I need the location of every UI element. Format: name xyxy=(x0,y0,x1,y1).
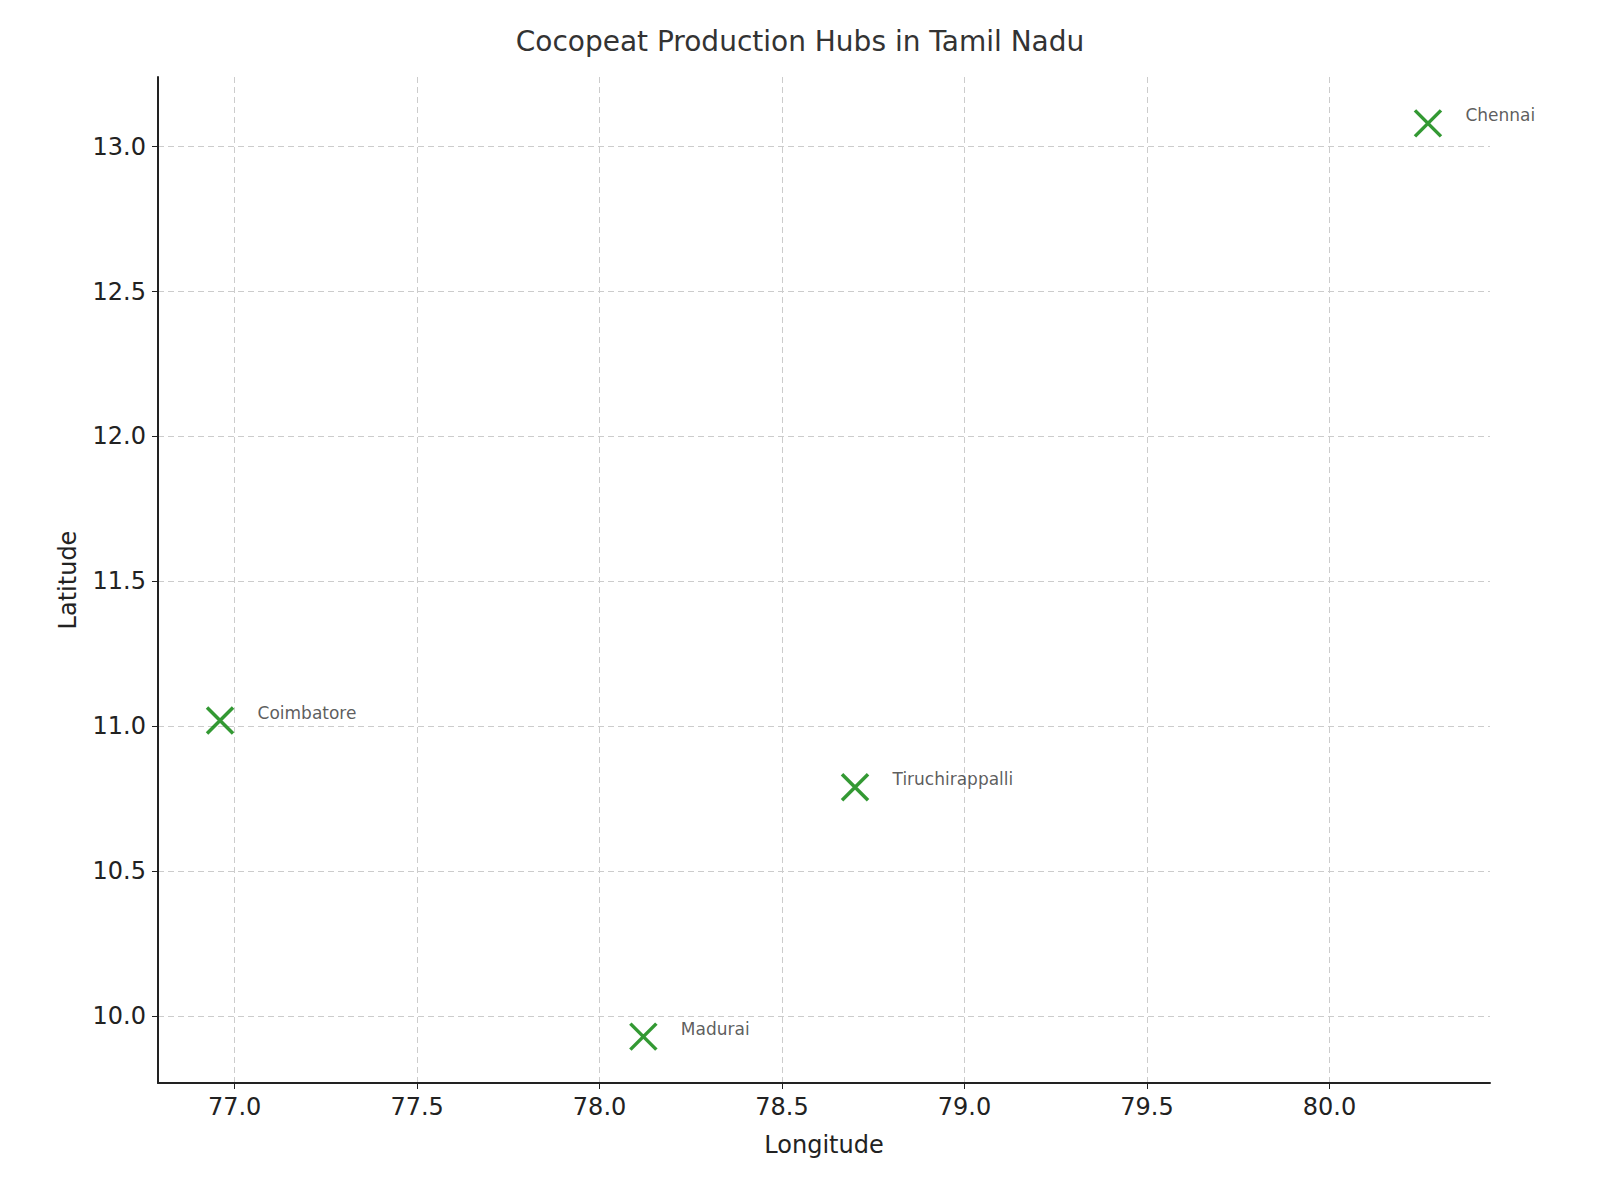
svg-text:78.5: 78.5 xyxy=(755,1093,808,1121)
svg-text:11.5: 11.5 xyxy=(93,567,146,595)
svg-text:12.5: 12.5 xyxy=(93,278,146,306)
svg-text:Coimbatore: Coimbatore xyxy=(258,703,357,723)
svg-text:Latitude: Latitude xyxy=(54,531,82,630)
svg-text:80.0: 80.0 xyxy=(1303,1093,1356,1121)
svg-text:79.0: 79.0 xyxy=(938,1093,991,1121)
svg-text:Longitude: Longitude xyxy=(764,1131,883,1159)
svg-text:79.5: 79.5 xyxy=(1120,1093,1173,1121)
svg-text:Tiruchirappalli: Tiruchirappalli xyxy=(892,769,1014,789)
svg-text:Madurai: Madurai xyxy=(681,1019,750,1039)
svg-text:10.0: 10.0 xyxy=(93,1002,146,1030)
svg-text:11.0: 11.0 xyxy=(93,712,146,740)
svg-text:10.5: 10.5 xyxy=(93,857,146,885)
svg-text:77.5: 77.5 xyxy=(390,1093,443,1121)
svg-text:12.0: 12.0 xyxy=(93,422,146,450)
svg-text:Chennai: Chennai xyxy=(1465,105,1535,125)
svg-text:Cocopeat Production Hubs in Ta: Cocopeat Production Hubs in Tamil Nadu xyxy=(516,25,1085,58)
svg-text:78.0: 78.0 xyxy=(573,1093,626,1121)
svg-text:13.0: 13.0 xyxy=(93,133,146,161)
svg-text:77.0: 77.0 xyxy=(208,1093,261,1121)
